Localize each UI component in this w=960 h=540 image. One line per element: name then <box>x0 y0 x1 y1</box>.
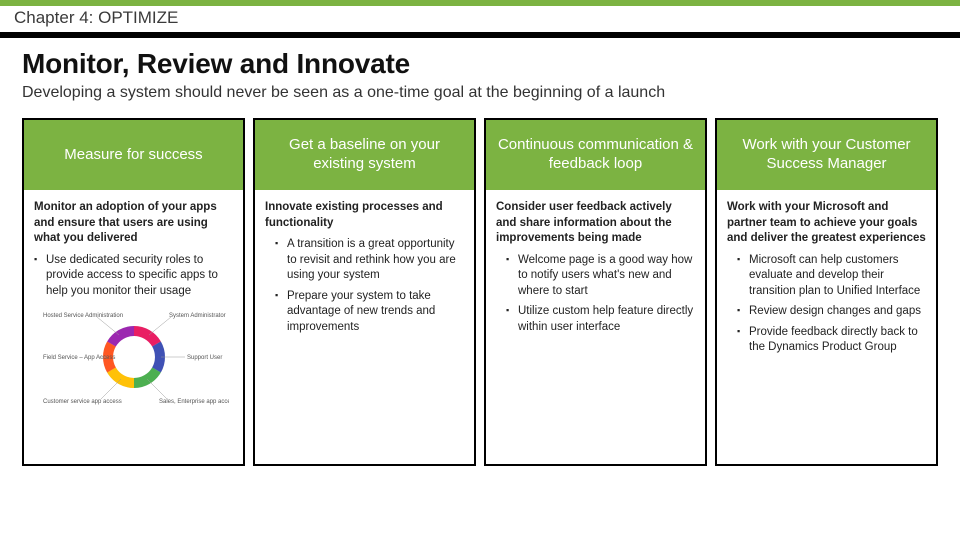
bullet: Utilize custom help feature directly wit… <box>506 304 695 335</box>
columns-container: Measure for success Monitor an adoption … <box>22 118 938 466</box>
bullet: Review design changes and gaps <box>737 304 926 320</box>
diagram-label: System Administrator <box>169 313 226 319</box>
column-body: Innovate existing processes and function… <box>255 190 474 348</box>
column-csm: Work with your Customer Success Manager … <box>715 118 938 466</box>
column-baseline: Get a baseline on your existing system I… <box>253 118 476 466</box>
chapter-label: Chapter 4: OPTIMIZE <box>0 6 960 32</box>
bullet: Use dedicated security roles to provide … <box>34 253 233 300</box>
column-header: Measure for success <box>24 120 243 190</box>
column-measure: Measure for success Monitor an adoption … <box>22 118 245 466</box>
column-body: Consider user feedback actively and shar… <box>486 190 705 348</box>
slide-content: Monitor, Review and Innovate Developing … <box>0 38 960 466</box>
diagram-label: Hosted Service Administration <box>43 313 123 319</box>
diagram-label: Field Service – App Access <box>43 355 115 361</box>
diagram-label: Support User <box>187 355 222 361</box>
column-header: Work with your Customer Success Manager <box>717 120 936 190</box>
column-lead: Innovate existing processes and function… <box>265 200 464 231</box>
column-header: Continuous communication & feedback loop <box>486 120 705 190</box>
bullet: Provide feedback directly back to the Dy… <box>737 325 926 356</box>
diagram-label: Customer service app access <box>43 399 122 405</box>
bullet: A transition is a great opportunity to r… <box>275 237 464 284</box>
column-feedback: Continuous communication & feedback loop… <box>484 118 707 466</box>
page-title: Monitor, Review and Innovate <box>22 48 938 80</box>
column-header: Get a baseline on your existing system <box>255 120 474 190</box>
column-lead: Consider user feedback actively and shar… <box>496 200 695 247</box>
column-lead: Work with your Microsoft and partner tea… <box>727 200 926 247</box>
column-body: Monitor an adoption of your apps and ens… <box>24 190 243 415</box>
bullet: Prepare your system to take advantage of… <box>275 289 464 336</box>
column-body: Work with your Microsoft and partner tea… <box>717 190 936 369</box>
diagram-label: Sales, Enterprise app access <box>159 399 229 405</box>
column-lead: Monitor an adoption of your apps and ens… <box>34 200 233 247</box>
roles-ring-diagram: Hosted Service Administration System Adm… <box>34 307 233 407</box>
bullet: Welcome page is a good way how to notify… <box>506 253 695 300</box>
bullet: Microsoft can help customers evaluate an… <box>737 253 926 300</box>
page-subtitle: Developing a system should never be seen… <box>22 84 938 102</box>
